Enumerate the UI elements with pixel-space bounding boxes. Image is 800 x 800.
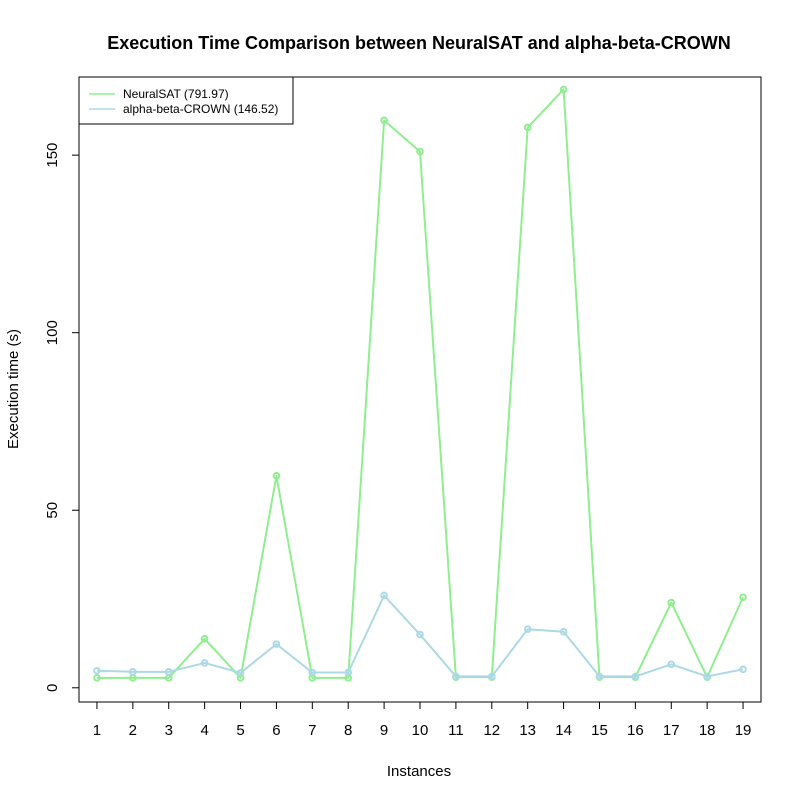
y-tick-label: 150 <box>44 143 61 168</box>
x-tick-label: 2 <box>129 722 137 739</box>
x-tick-label: 12 <box>483 722 500 739</box>
data-point <box>739 593 747 602</box>
plot-frame <box>78 76 762 703</box>
data-point <box>452 672 460 681</box>
legend-box <box>78 76 294 125</box>
data-point <box>380 116 388 125</box>
data-point <box>667 660 676 669</box>
x-tick-label: 1 <box>93 722 101 739</box>
y-axis: 0 50 100 150 <box>44 143 79 692</box>
data-point <box>416 630 424 639</box>
y-tick-label: 0 <box>44 684 61 692</box>
x-tick-label: 19 <box>735 722 752 739</box>
x-axis: 1 2 3 4 5 6 7 8 9 10 11 12 13 14 15 16 17 18 19 <box>93 702 752 739</box>
data-point <box>416 147 424 156</box>
x-tick-label: 14 <box>555 722 572 739</box>
data-point <box>344 668 353 677</box>
x-tick-label: 7 <box>308 722 316 739</box>
series-line <box>96 88 744 679</box>
x-tick-label: 11 <box>448 722 464 739</box>
data-point <box>200 634 209 643</box>
x-tick-label: 3 <box>165 722 173 739</box>
legend: NeuralSAT (791.97)alpha-beta-CROWN (146.… <box>78 76 294 125</box>
data-point <box>200 659 209 667</box>
y-tick-label: 100 <box>44 320 61 345</box>
y-tick-label: 50 <box>44 502 61 519</box>
x-tick-label: 4 <box>200 722 208 739</box>
data-point <box>595 672 604 681</box>
data-point <box>164 668 173 676</box>
data-point <box>487 672 496 681</box>
legend-label: alpha-beta-CROWN (146.52) <box>123 102 278 116</box>
x-tick-label: 15 <box>591 722 608 739</box>
x-tick-label: 6 <box>272 722 280 739</box>
data-point <box>93 674 101 682</box>
data-point <box>523 625 532 634</box>
series-2 <box>93 591 747 681</box>
x-tick-label: 18 <box>699 722 716 739</box>
chart-title: Execution Time Comparison between Neural… <box>107 33 730 53</box>
series-layer <box>93 85 747 682</box>
data-point <box>272 640 281 648</box>
data-point <box>129 668 137 676</box>
data-point <box>236 669 245 677</box>
data-point <box>559 85 568 94</box>
data-point <box>631 672 640 681</box>
x-tick-label: 5 <box>236 722 244 739</box>
legend-label: NeuralSAT (791.97) <box>123 87 229 101</box>
x-tick-label: 9 <box>380 722 388 739</box>
data-point <box>559 627 568 636</box>
x-tick-label: 8 <box>344 722 352 739</box>
data-point <box>523 123 532 132</box>
data-point <box>93 666 101 675</box>
series-1 <box>93 85 747 682</box>
x-tick-label: 16 <box>627 722 644 739</box>
data-point <box>380 591 388 600</box>
y-axis-label: Execution time (s) <box>5 329 22 449</box>
data-point <box>739 665 747 674</box>
data-point <box>272 471 281 480</box>
x-tick-label: 17 <box>663 722 680 739</box>
data-point <box>703 672 711 681</box>
x-tick-label: 13 <box>519 722 536 739</box>
series-line <box>96 594 744 678</box>
data-point <box>308 668 317 677</box>
x-axis-label: Instances <box>387 763 451 780</box>
data-point <box>667 598 676 607</box>
x-tick-label: 10 <box>412 722 429 739</box>
